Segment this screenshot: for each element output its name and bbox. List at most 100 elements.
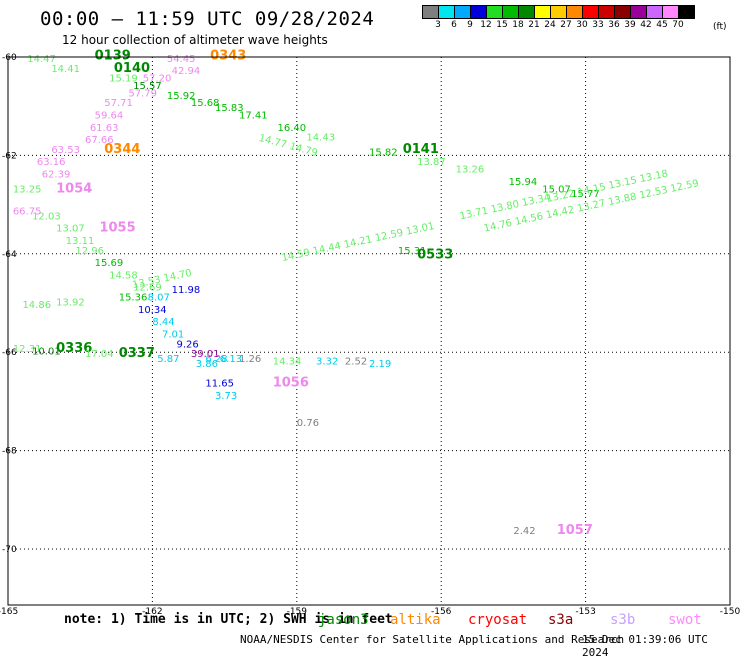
wave-height-label: 15.19 <box>109 74 138 85</box>
y-tick-label: -64 <box>2 250 17 260</box>
wave-height-label: 11.98 <box>172 285 201 296</box>
wave-height-label: 16.40 <box>278 123 307 134</box>
wave-height-label: 15.77 <box>571 189 600 200</box>
satellite-s3b: s3b <box>610 612 636 628</box>
wave-height-label: 61.63 <box>90 123 119 134</box>
color-legend: 3 6 9 12 15 18 21 24 27 30 33 36 39 42 45 70 (ft) <box>422 5 727 33</box>
y-tick-label: -62 <box>2 151 17 161</box>
wave-height-label: 13.25 <box>13 184 42 195</box>
legend-label: 30 <box>576 20 588 30</box>
axis-ticks: -165 -162 -159 -156 -153 -150 -60 -62 -64 -66 -68 -… <box>0 53 740 617</box>
legend-label: 6 <box>451 20 457 30</box>
legend-unit: (ft) <box>713 22 727 32</box>
legend-swatches <box>422 5 695 19</box>
pass-time-label: 1055 <box>99 221 135 236</box>
pass-time-label: 1057 <box>557 523 593 538</box>
wave-height-label: 5.87 <box>157 354 179 365</box>
wave-height-label: 15.31 <box>398 246 427 257</box>
wave-height-label: 13.11 <box>66 236 95 247</box>
wave-height-label: 57.79 <box>128 88 157 99</box>
legend-label: 42 <box>640 20 652 30</box>
wave-height-label: 11.65 <box>205 379 234 390</box>
legend-label: 15 <box>496 20 508 30</box>
wave-height-label: 6.28 <box>205 354 227 365</box>
wave-height-label: 63.16 <box>37 157 66 168</box>
timestamp: 15 Dec 01:39:06 UTC 2024 <box>582 633 708 659</box>
wave-height-label: 14.47 <box>27 54 56 65</box>
wave-height-label: 13.87 <box>417 157 446 168</box>
wave-height-label: 3.86 <box>196 359 218 370</box>
legend-label: 45 <box>656 20 668 30</box>
legend-label: 36 <box>608 20 620 30</box>
wave-height-label: 57.20 <box>143 74 172 85</box>
pass-time-label: 1056 <box>273 376 309 391</box>
pass-time-label: 1054 <box>56 181 92 196</box>
legend-label: 70 <box>672 20 684 30</box>
pass-time-label: 0337 <box>119 346 155 361</box>
legend-label: 33 <box>592 20 604 30</box>
pass-time-label: 0343 <box>210 48 246 63</box>
wave-height-label: 7.01 <box>162 329 184 340</box>
wave-height-label: 10.34 <box>138 305 167 316</box>
legend-label: 27 <box>560 20 572 30</box>
wave-height-label: 14.41 <box>51 64 80 75</box>
legend-label: 24 <box>544 20 556 30</box>
x-tick-label: -159 <box>287 607 308 617</box>
legend-label: 12 <box>480 20 492 30</box>
legend-swatch <box>678 5 695 19</box>
pass-time-label: 0140 <box>114 61 150 76</box>
x-tick-label: -150 <box>720 607 740 617</box>
pass-time-label: 0533 <box>417 248 453 263</box>
pass-time-label: 0336 <box>56 341 92 356</box>
wave-height-label: 54.45 <box>167 54 196 65</box>
wave-height-label: 12.69 <box>133 283 162 294</box>
wave-height-label: 14.34 <box>273 357 302 368</box>
legend-label: 3 <box>435 20 441 30</box>
satellite-altika: altika <box>390 612 441 628</box>
x-tick-label: -165 <box>0 607 18 617</box>
wave-height-label: 17.41 <box>239 111 268 122</box>
wave-height-label: 12.03 <box>32 211 61 222</box>
wave-height-label: 15.82 <box>369 147 398 158</box>
wave-height-label: 15.07 <box>542 184 571 195</box>
wave-height-label: 15.69 <box>95 258 124 269</box>
wave-height-label: 14.43 <box>306 133 335 144</box>
wave-height-label: 2.42 <box>513 526 535 537</box>
wave-height-label: 15.68 <box>191 98 220 109</box>
wave-height-label: 3.32 <box>316 357 338 368</box>
page-subtitle: 12 hour collection of altimeter wave hei… <box>62 33 328 47</box>
satellite-jason3: jason3 <box>318 612 369 628</box>
wave-height-label: 15.57 <box>133 81 162 92</box>
track-values: 14.59 14.44 14.21 12.59 13.01 <box>281 221 436 264</box>
x-tick-label: -153 <box>575 607 595 617</box>
wave-height-label: 10.01 <box>32 347 61 358</box>
legend-label: 39 <box>624 20 636 30</box>
wave-height-label: 62.39 <box>42 170 71 181</box>
footnote: note: 1) Time is in UTC; 2) SWH is in fe… <box>64 612 393 627</box>
satellite-cryosat: cryosat <box>468 612 528 628</box>
wave-height-label: 15.83 <box>215 103 244 114</box>
map-frame <box>7 56 731 606</box>
wave-height-label: 13.26 <box>456 165 485 176</box>
wave-height-label: 2.19 <box>369 359 391 370</box>
wave-height-label: 3.73 <box>215 391 237 402</box>
legend-labels: 3 6 9 12 15 18 21 24 27 30 33 36 39 42 45 70 <box>422 19 694 33</box>
wave-height-label: 12.96 <box>75 246 104 257</box>
wave-height-label: 14.86 <box>22 300 51 311</box>
wave-height-label: 67.66 <box>85 135 114 146</box>
wave-height-label: 17.04 <box>85 349 114 360</box>
y-tick-label: -68 <box>2 447 17 457</box>
wave-height-label: 14.58 <box>109 270 138 281</box>
x-tick-label: -162 <box>142 607 162 617</box>
wave-height-label: 57.71 <box>104 98 133 109</box>
wave-height-label: 1.26 <box>239 354 261 365</box>
wave-height-labels: 14.47 0139 54.45 0343 14.41 0140 42.94 15.19 57.… <box>13 48 700 538</box>
wave-height-label: 15.94 <box>509 177 538 188</box>
satellite-s3a: s3a <box>548 612 574 628</box>
wave-height-label: 8.44 <box>152 317 174 328</box>
map-grid <box>8 57 730 605</box>
y-tick-label: -70 <box>2 545 17 555</box>
y-tick-label: -66 <box>2 348 17 358</box>
wave-height-label: 2.52 <box>345 357 367 368</box>
